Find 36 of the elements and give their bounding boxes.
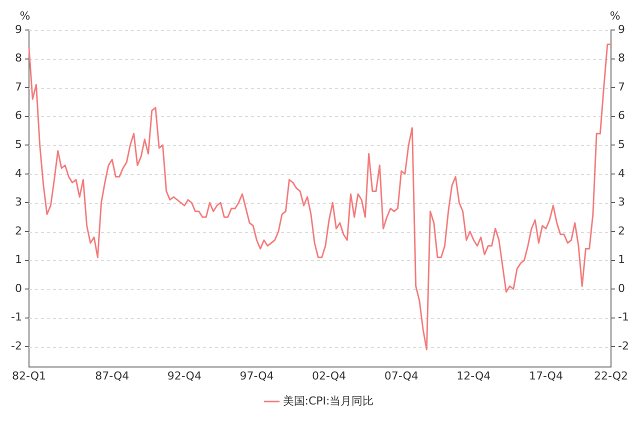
y-tick-label: 3 xyxy=(14,196,22,209)
y-tick-label: 0 xyxy=(14,282,22,295)
y2-tick-label: 8 xyxy=(618,52,626,65)
y-tick-label: 6 xyxy=(14,109,22,122)
y-axis-title: % xyxy=(20,9,30,22)
y-tick-label: 8 xyxy=(14,52,22,65)
y-tick-label: 2 xyxy=(14,224,22,238)
y2-tick-label: 1 xyxy=(618,253,626,266)
y2-tick-label: 6 xyxy=(618,109,626,122)
y2-tick-label: 0 xyxy=(618,282,626,295)
y2-tick-label: 2 xyxy=(618,224,626,238)
x-tick-label: 07-Q4 xyxy=(384,369,418,382)
y2-axis-title: % xyxy=(610,9,620,22)
y-tick-label: 5 xyxy=(14,138,22,152)
x-tick-label: 92-Q4 xyxy=(167,369,202,382)
y2-tick-label: 5 xyxy=(618,138,626,152)
y-tick-label: -2 xyxy=(11,340,22,353)
y-tick-label: 1 xyxy=(14,253,22,266)
x-tick-label: 87-Q4 xyxy=(95,369,130,382)
x-tick-label: 02-Q4 xyxy=(312,369,346,382)
y-tick-label: 7 xyxy=(14,80,22,94)
y2-tick-label: 3 xyxy=(618,196,626,209)
y-tick-label: -1 xyxy=(11,310,22,324)
y2-tick-label: 9 xyxy=(618,22,626,36)
y-tick-label: 4 xyxy=(14,166,22,180)
x-tick-label: 82-Q1 xyxy=(12,369,46,382)
legend-label: 美国:CPI:当月同比 xyxy=(282,394,374,408)
y-tick-label: 9 xyxy=(14,22,22,36)
y2-tick-label: 4 xyxy=(618,166,626,180)
y2-tick-label: -1 xyxy=(618,310,629,324)
y2-tick-label: 7 xyxy=(618,80,626,94)
x-tick-label: 22-Q2 xyxy=(594,369,628,382)
x-tick-label: 17-Q4 xyxy=(528,369,563,382)
x-tick-label: 12-Q4 xyxy=(456,369,491,382)
y2-tick-label: -2 xyxy=(618,340,629,353)
x-tick-label: 97-Q4 xyxy=(240,369,274,382)
